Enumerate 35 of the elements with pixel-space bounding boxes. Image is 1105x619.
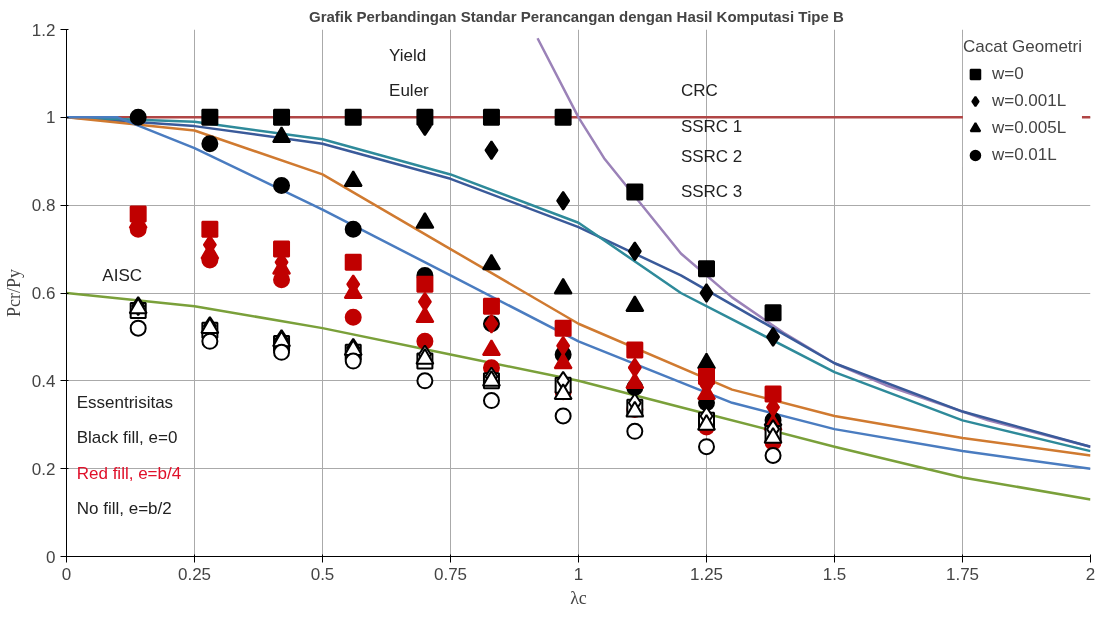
- y-tick-label: 0: [46, 547, 56, 567]
- x-tick-label: 2: [1085, 564, 1096, 584]
- x-tick-label: 0: [61, 564, 72, 584]
- annotation: Euler: [389, 81, 430, 101]
- legend-label: w=0: [991, 64, 1024, 84]
- x-tick-label: 0.5: [310, 564, 335, 584]
- y-tick-label: 1.2: [31, 20, 56, 40]
- legend-label: w=0.005L: [991, 118, 1067, 138]
- annotation: Essentrisitas: [76, 393, 174, 413]
- x-axis-title: λc: [570, 587, 587, 608]
- annotation: AISC: [102, 265, 143, 285]
- y-tick-label: 0.2: [31, 459, 56, 479]
- chart-title: Grafik Perbandingan Standar Perancangan dengan Hasil Komputasi Tipe B: [308, 7, 845, 25]
- annotation: CRC: [680, 81, 718, 101]
- y-tick-label: 0.6: [31, 284, 56, 303]
- annotation: Yield: [389, 46, 427, 66]
- legend-label: w=0.001L: [991, 91, 1067, 111]
- y-tick-label: 0.8: [31, 196, 56, 216]
- legend-title: Cacat Geometri: [962, 37, 1082, 57]
- y-tick-label: 0.4: [31, 371, 56, 391]
- legend-label: w=0.01L: [991, 145, 1057, 165]
- x-tick-label: 1.5: [822, 564, 847, 584]
- annotation: No fill, e=b/2: [76, 498, 172, 518]
- annotation: Red fill, e=b/4: [76, 463, 182, 483]
- annotation: SSRC 3: [680, 182, 743, 202]
- annotation: Black fill, e=0: [76, 428, 178, 448]
- x-tick-label: 0.75: [433, 564, 468, 584]
- y-axis-title: Pcr/Py: [3, 268, 24, 317]
- x-tick-label: 1.25: [689, 564, 724, 584]
- x-tick-label: 1.75: [945, 564, 980, 584]
- x-tick-label: 0.25: [177, 564, 212, 584]
- annotation: SSRC 2: [680, 147, 743, 167]
- x-tick-label: 1: [573, 564, 584, 584]
- annotation: SSRC 1: [680, 116, 743, 136]
- y-tick-label: 1: [46, 108, 56, 128]
